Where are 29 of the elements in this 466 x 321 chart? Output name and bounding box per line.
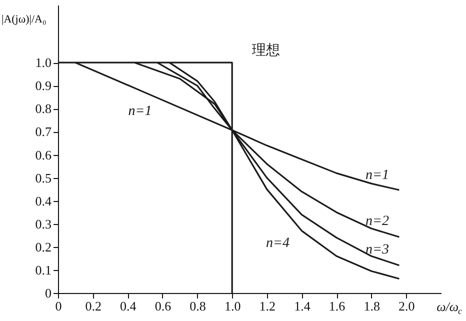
x-tick-label: 1.4: [294, 298, 311, 314]
x-tick-label: 0.6: [154, 298, 172, 314]
y-tick-label: 0.4: [35, 193, 52, 208]
y-tick-label: 0.2: [35, 239, 52, 254]
x-tick-label: 0.2: [85, 298, 102, 314]
y-tick-label: 0.6: [35, 147, 52, 162]
series-label: n=3: [365, 242, 389, 258]
x-tick-label: 0: [55, 298, 62, 314]
y-tick-label: 0.7: [35, 124, 52, 140]
x-tick-label: 1.8: [364, 298, 380, 314]
series-label: n=2: [365, 214, 389, 230]
y-tick-label: 1.0: [35, 55, 52, 70]
x-tick-label: 1.0: [224, 298, 241, 314]
y-tick-label: 0.8: [35, 101, 52, 116]
x-tick-label: 0.8: [190, 298, 206, 314]
series-label: n=4: [266, 236, 290, 251]
y-axis-title: |A(jω)|/A₀: [2, 14, 46, 26]
y-tick-label: 0.3: [35, 216, 52, 232]
x-tick-label: 0.4: [120, 298, 137, 314]
y-tick-label: 0: [45, 286, 52, 300]
x-tick-label: 1.6: [328, 298, 346, 314]
y-tick-label: 0.5: [35, 170, 52, 186]
y-tick-label: 0.1: [35, 262, 52, 278]
annotation: n=1: [128, 104, 152, 119]
x-tick-label: 1.2: [259, 298, 276, 314]
x-tick-label: 2.0: [398, 298, 415, 314]
series-label: 理想: [252, 42, 280, 59]
y-tick-label: 0.9: [35, 78, 52, 94]
series-label: n=1: [365, 168, 389, 184]
